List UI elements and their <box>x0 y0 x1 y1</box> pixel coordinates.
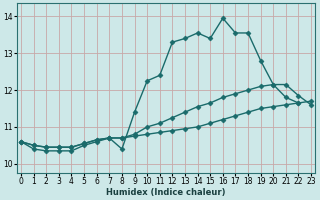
X-axis label: Humidex (Indice chaleur): Humidex (Indice chaleur) <box>106 188 226 197</box>
